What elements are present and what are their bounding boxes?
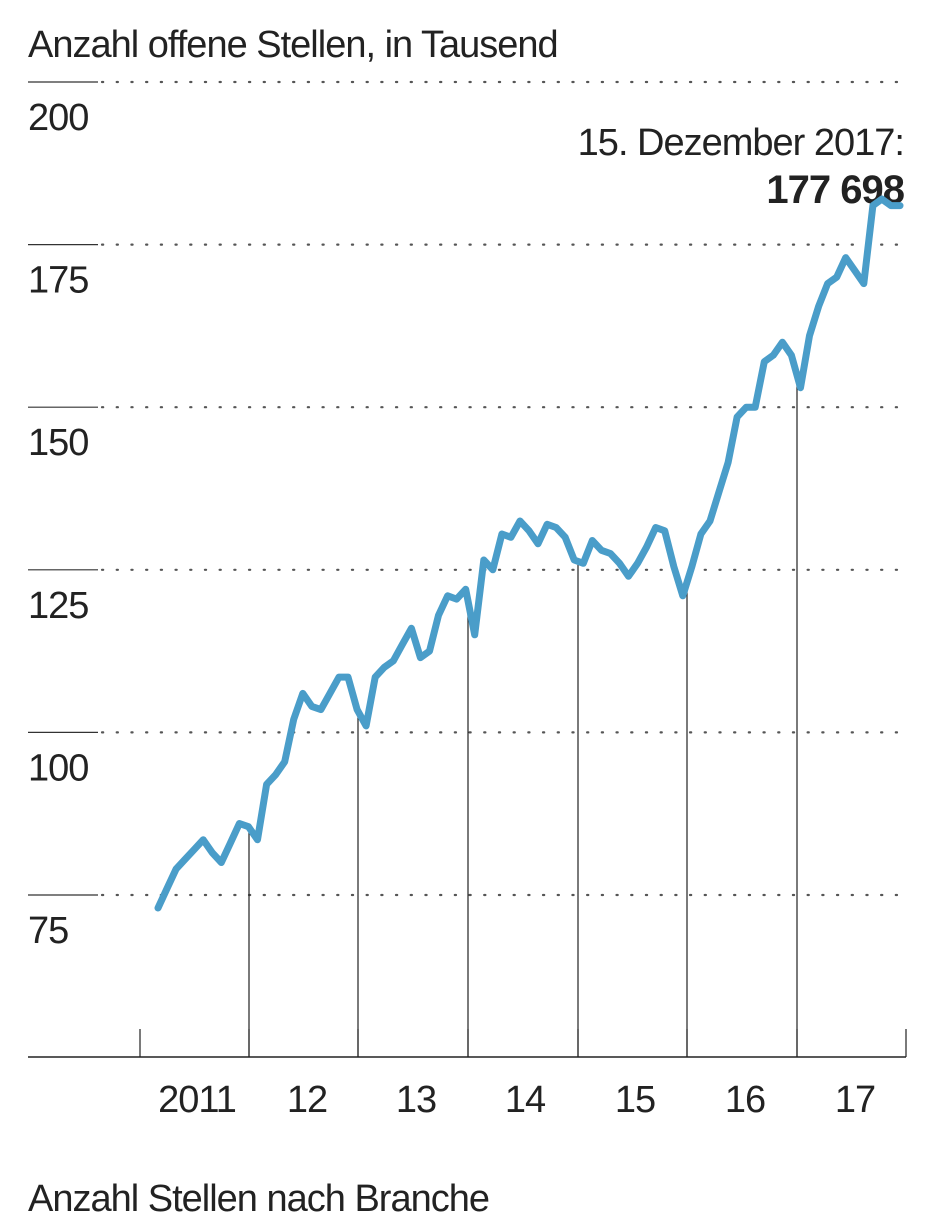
y-tick-label: 75	[28, 910, 68, 952]
annotation-date: 15. Dezember 2017:	[577, 122, 905, 164]
x-tick-label: 15	[615, 1079, 655, 1121]
x-tick-label: 14	[505, 1079, 546, 1121]
y-tick-label: 175	[28, 260, 88, 302]
chart-title: Anzahl offene Stellen, in Tausend	[28, 24, 559, 66]
y-tick-label: 125	[28, 585, 88, 627]
x-tick-label: 12	[287, 1079, 327, 1121]
x-tick-label: 16	[725, 1079, 765, 1121]
annotation-value: 177 698	[766, 168, 905, 212]
x-tick-label: 2011	[158, 1079, 236, 1121]
y-tick-label: 150	[28, 422, 88, 464]
x-tick-label: 13	[396, 1079, 436, 1121]
y-tick-label: 100	[28, 747, 88, 789]
series-line	[154, 195, 904, 912]
y-tick-label: 200	[28, 97, 88, 139]
x-tick-label: 17	[835, 1079, 875, 1121]
